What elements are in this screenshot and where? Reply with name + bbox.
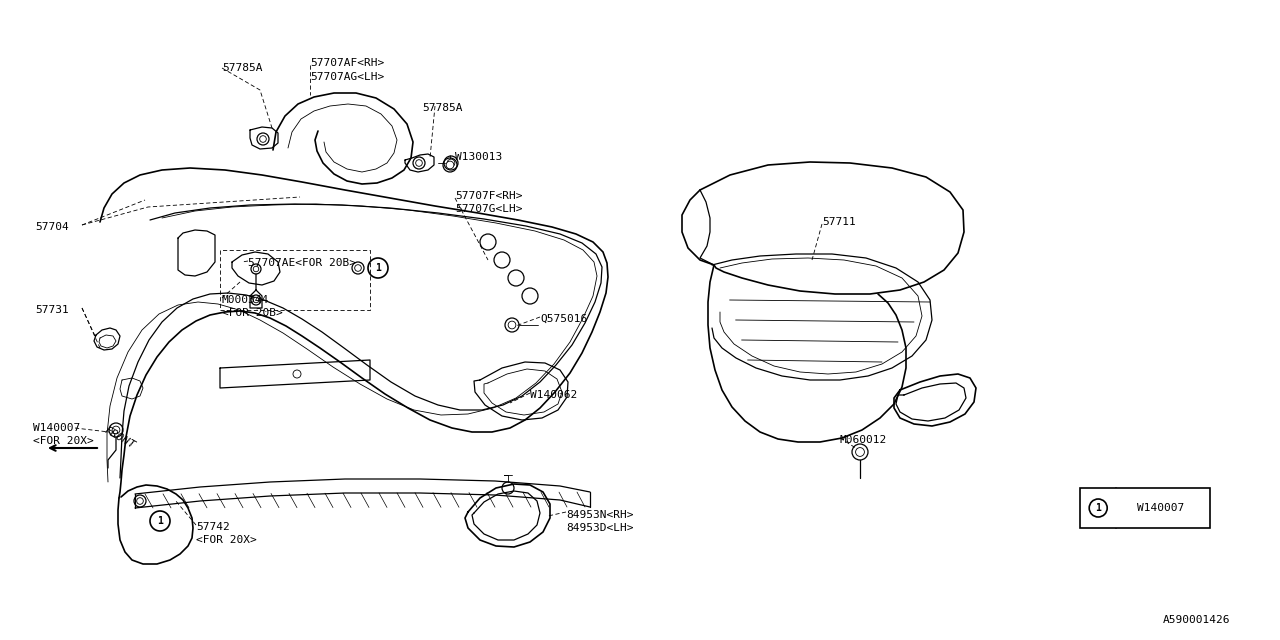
Circle shape xyxy=(447,161,454,169)
Text: 57707F<RH>: 57707F<RH> xyxy=(454,191,522,201)
Text: A590001426: A590001426 xyxy=(1162,615,1230,625)
Text: M000344: M000344 xyxy=(221,295,269,305)
Text: 57707AE<FOR 20B>: 57707AE<FOR 20B> xyxy=(248,258,356,268)
Text: W130013: W130013 xyxy=(454,152,502,162)
Text: 84953N<RH>: 84953N<RH> xyxy=(566,510,634,520)
Text: 57785A: 57785A xyxy=(422,103,462,113)
Circle shape xyxy=(253,297,259,303)
Text: <FOR 20B>: <FOR 20B> xyxy=(221,308,283,318)
Circle shape xyxy=(137,498,143,504)
Text: 1: 1 xyxy=(157,516,163,526)
Text: 57785A: 57785A xyxy=(221,63,262,73)
Circle shape xyxy=(855,447,864,456)
Circle shape xyxy=(508,321,516,329)
FancyBboxPatch shape xyxy=(1080,488,1210,528)
Text: 57742: 57742 xyxy=(196,522,229,532)
Text: <FOR 20X>: <FOR 20X> xyxy=(33,436,93,446)
Circle shape xyxy=(113,426,120,434)
Text: FRONT: FRONT xyxy=(102,425,136,451)
Circle shape xyxy=(260,136,266,142)
Text: W140007: W140007 xyxy=(1137,503,1184,513)
Text: W140007: W140007 xyxy=(33,423,81,433)
Text: 57707AG<LH>: 57707AG<LH> xyxy=(310,72,384,82)
Text: 57707AF<RH>: 57707AF<RH> xyxy=(310,58,384,68)
Circle shape xyxy=(253,266,259,272)
Text: 57711: 57711 xyxy=(822,217,856,227)
Circle shape xyxy=(355,265,361,271)
Circle shape xyxy=(416,160,422,166)
Text: 1: 1 xyxy=(375,263,381,273)
Circle shape xyxy=(447,159,454,167)
Text: M060012: M060012 xyxy=(840,435,887,445)
Text: 1: 1 xyxy=(1096,503,1101,513)
Text: 57707G<LH>: 57707G<LH> xyxy=(454,204,522,214)
Text: 84953D<LH>: 84953D<LH> xyxy=(566,523,634,533)
Text: Q575016: Q575016 xyxy=(540,314,588,324)
Text: <FOR 20X>: <FOR 20X> xyxy=(196,535,257,545)
Text: W140062: W140062 xyxy=(530,390,577,400)
Text: 57704: 57704 xyxy=(35,222,69,232)
Text: 57731: 57731 xyxy=(35,305,69,315)
